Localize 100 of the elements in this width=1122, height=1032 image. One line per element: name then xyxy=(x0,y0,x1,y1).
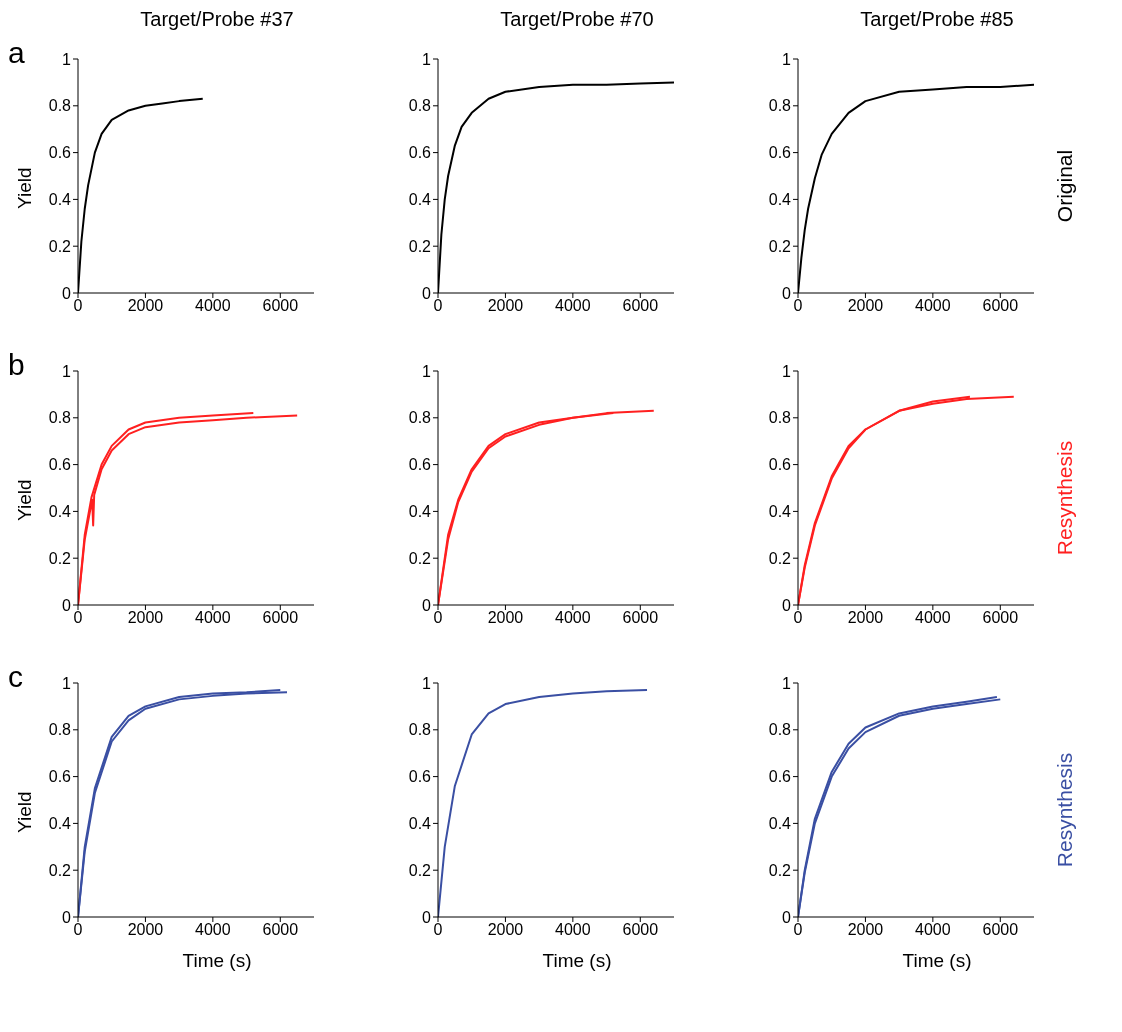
y-tick-label: 1 xyxy=(62,50,72,68)
y-tick-label: 0 xyxy=(62,596,72,614)
y-tick-label: 0.8 xyxy=(408,721,432,739)
y-tick-label: 0.6 xyxy=(408,144,432,162)
x-tick-label: 0 xyxy=(793,297,803,315)
x-tick-label: 2000 xyxy=(127,297,164,315)
x-tick-label: 2000 xyxy=(127,609,164,627)
y-tick-label: 0.2 xyxy=(48,861,72,879)
x-axis-title: Time (s) xyxy=(181,950,253,973)
y-tick-label: 0.6 xyxy=(408,456,432,474)
y-tick-label: 0.2 xyxy=(768,861,792,879)
y-tick-label: 0.6 xyxy=(768,456,792,474)
y-tick-label: 0.4 xyxy=(768,503,792,521)
y-tick-label: 0.8 xyxy=(768,97,792,115)
x-tick-label: 6000 xyxy=(262,921,299,939)
x-tick-label: 2000 xyxy=(487,921,524,939)
y-tick-label: 0.8 xyxy=(408,97,432,115)
chart-title: Target/Probe #37 xyxy=(140,8,294,30)
x-tick-label: 2000 xyxy=(847,297,884,315)
y-tick-label: 1 xyxy=(782,674,792,692)
y-tick-label: 0 xyxy=(422,908,432,926)
x-tick-label: 6000 xyxy=(982,297,1019,315)
y-tick-label: 0.4 xyxy=(48,815,72,833)
x-tick-label: 6000 xyxy=(982,921,1019,939)
y-tick-label: 0 xyxy=(782,908,792,926)
y-tick-label: 0.2 xyxy=(48,549,72,567)
y-tick-label: 0.6 xyxy=(408,768,432,786)
text: c xyxy=(8,660,23,694)
y-tick-label: 0 xyxy=(782,596,792,614)
y-tick-label: 0.2 xyxy=(408,237,432,255)
y-tick-label: 0.6 xyxy=(768,768,792,786)
y-tick-label: 1 xyxy=(422,674,432,692)
y-tick-label: 0 xyxy=(62,908,72,926)
text: Resynthesis xyxy=(1053,752,1077,868)
x-tick-label: 6000 xyxy=(982,609,1019,627)
text: Original xyxy=(1053,149,1077,223)
x-tick-label: 2000 xyxy=(487,297,524,315)
y-axis-title: Yield xyxy=(14,479,36,521)
x-tick-label: 6000 xyxy=(622,297,659,315)
y-tick-label: 0.8 xyxy=(48,721,72,739)
text: Resynthesis xyxy=(1053,440,1077,556)
x-tick-label: 0 xyxy=(433,609,443,627)
x-tick-label: 6000 xyxy=(262,297,299,315)
y-tick-label: 0.6 xyxy=(768,144,792,162)
x-tick-label: 4000 xyxy=(555,921,591,939)
x-tick-label: 0 xyxy=(73,609,83,627)
y-tick-label: 0 xyxy=(782,284,792,302)
y-tick-label: 1 xyxy=(422,50,432,68)
y-tick-label: 0.6 xyxy=(48,768,72,786)
x-tick-label: 2000 xyxy=(127,921,164,939)
y-tick-label: 0 xyxy=(62,284,72,302)
x-tick-label: 4000 xyxy=(195,921,231,939)
y-tick-label: 0.2 xyxy=(768,237,792,255)
x-tick-label: 2000 xyxy=(847,921,884,939)
y-tick-label: 1 xyxy=(62,674,72,692)
y-tick-label: 0 xyxy=(422,284,432,302)
y-tick-label: 0.4 xyxy=(408,815,432,833)
y-tick-label: 0.4 xyxy=(48,191,72,209)
x-tick-label: 6000 xyxy=(622,609,659,627)
x-tick-label: 4000 xyxy=(915,609,951,627)
y-tick-label: 0 xyxy=(422,596,432,614)
y-tick-label: 1 xyxy=(62,362,72,380)
x-tick-label: 4000 xyxy=(195,609,231,627)
y-tick-label: 0.4 xyxy=(768,815,792,833)
chart-title: Target/Probe #70 xyxy=(499,8,655,32)
x-tick-label: 2000 xyxy=(847,609,884,627)
y-tick-label: 0.8 xyxy=(768,721,792,739)
y-tick-label: 0.2 xyxy=(408,861,432,879)
y-tick-label: 0.2 xyxy=(768,549,792,567)
y-tick-label: 0.4 xyxy=(48,503,72,521)
y-tick-label: 0.2 xyxy=(48,237,72,255)
x-tick-label: 4000 xyxy=(915,921,951,939)
x-tick-label: 2000 xyxy=(487,609,524,627)
x-axis-title: Time (s) xyxy=(541,950,613,973)
x-tick-label: 4000 xyxy=(915,297,951,315)
x-tick-label: 0 xyxy=(433,297,443,315)
y-tick-label: 0.2 xyxy=(408,549,432,567)
y-tick-label: 0.8 xyxy=(408,409,432,427)
y-tick-label: 0.8 xyxy=(768,409,792,427)
y-tick-label: 1 xyxy=(782,362,792,380)
x-tick-label: 6000 xyxy=(262,609,299,627)
y-tick-label: 0.4 xyxy=(408,503,432,521)
chart-title: Target/Probe #85 xyxy=(859,8,1015,32)
x-tick-label: 4000 xyxy=(555,297,591,315)
x-tick-label: 0 xyxy=(433,921,443,939)
x-tick-label: 4000 xyxy=(555,609,591,627)
y-axis-title: Yield xyxy=(14,791,36,833)
y-tick-label: 0.6 xyxy=(48,456,72,474)
y-tick-label: 0.8 xyxy=(48,97,72,115)
text: a xyxy=(8,36,25,70)
x-tick-label: 0 xyxy=(73,921,83,939)
y-tick-label: 1 xyxy=(422,362,432,380)
y-axis-title: Yield xyxy=(14,167,36,209)
y-tick-label: 1 xyxy=(782,50,792,68)
x-tick-label: 6000 xyxy=(622,921,659,939)
x-tick-label: 4000 xyxy=(195,297,231,315)
x-tick-label: 0 xyxy=(793,609,803,627)
y-tick-label: 0.8 xyxy=(48,409,72,427)
y-tick-label: 0.4 xyxy=(408,191,432,209)
y-tick-label: 0.4 xyxy=(768,191,792,209)
